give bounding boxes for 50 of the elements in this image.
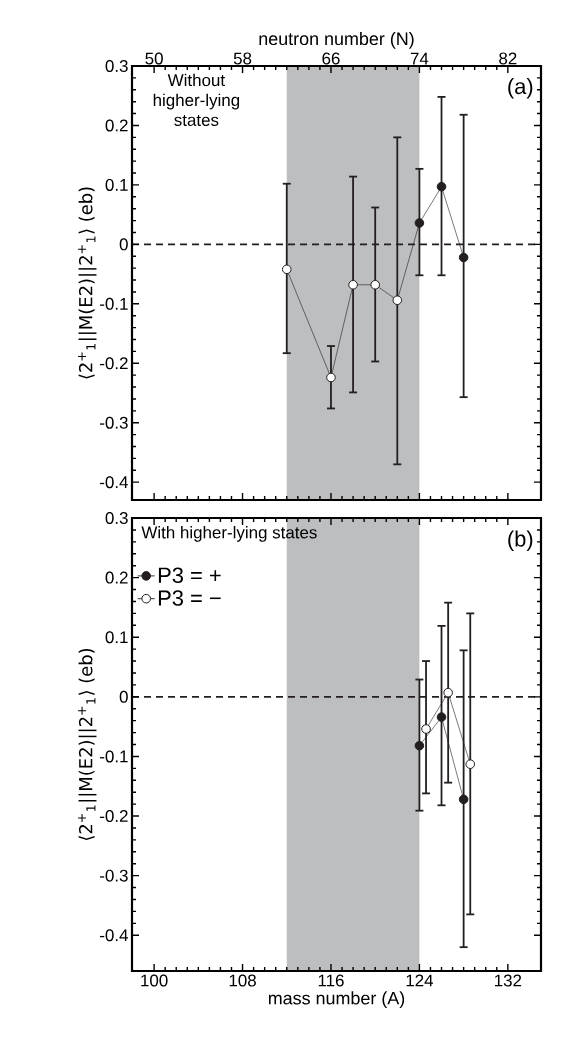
point bbox=[436, 712, 447, 722]
annotation: With higher-lying states bbox=[141, 526, 317, 542]
x-tick-label: 124 bbox=[406, 974, 434, 987]
y-axis-title: ⟨2$^{+}$$_{1}$||M(E2)||2$^{+}$$_{1}$⟩ (eb) bbox=[78, 187, 97, 379]
y-tick-label: -0.3 bbox=[100, 869, 128, 882]
x2-axis-title: neutron number (N) bbox=[259, 31, 414, 49]
x-axis-title: mass number (A) bbox=[268, 991, 405, 1009]
y-tick-label: -0.3 bbox=[100, 416, 128, 429]
point bbox=[326, 372, 336, 383]
annotation: Without higher-lying states bbox=[153, 73, 240, 127]
y-tick-label: 0.1 bbox=[105, 178, 128, 191]
y-tick-label: -0.2 bbox=[100, 810, 128, 823]
annotation: (a) bbox=[508, 78, 533, 99]
point bbox=[392, 295, 403, 306]
point bbox=[414, 218, 425, 228]
point bbox=[414, 740, 425, 751]
y-axis-title: ⟨2$^{+}$$_{1}$||M(E2)||2$^{+}$$_{1}$⟩ (eb) bbox=[78, 648, 97, 841]
point bbox=[421, 724, 431, 734]
point bbox=[458, 794, 469, 805]
legend-label: P3 = − bbox=[158, 590, 221, 606]
point bbox=[436, 181, 447, 192]
y-tick-label: -0.4 bbox=[100, 476, 128, 489]
y-tick-label: 0.1 bbox=[105, 631, 128, 644]
point bbox=[281, 264, 292, 275]
x-tick-label: 100 bbox=[141, 974, 168, 987]
legend-label: P3 = + bbox=[158, 567, 221, 584]
point bbox=[348, 279, 358, 290]
point bbox=[370, 279, 380, 290]
y-tick-label: 0.3 bbox=[105, 60, 128, 73]
point bbox=[443, 687, 453, 698]
x2-tick-label: 82 bbox=[499, 52, 517, 65]
y-tick-label: -0.1 bbox=[100, 750, 128, 763]
annotation: (b) bbox=[508, 530, 533, 551]
x2-tick-label: 74 bbox=[410, 52, 429, 65]
y-tick-label: -0.1 bbox=[100, 297, 128, 310]
x2-tick-label: 66 bbox=[322, 52, 340, 65]
y-tick-label: 0.2 bbox=[105, 119, 128, 132]
y-tick-label: 0 bbox=[119, 238, 128, 251]
x-tick-label: 132 bbox=[495, 974, 522, 987]
y-tick-label: -0.2 bbox=[100, 357, 128, 370]
y-tick-label: 0.3 bbox=[105, 512, 128, 525]
y-tick-label: -0.4 bbox=[100, 929, 128, 942]
x-tick-label: 108 bbox=[229, 974, 256, 987]
y-tick-label: 0 bbox=[119, 690, 128, 703]
point bbox=[465, 759, 476, 769]
y-tick-label: 0.2 bbox=[105, 571, 128, 584]
point bbox=[458, 252, 469, 263]
x2-tick-label: 58 bbox=[233, 52, 252, 65]
x-tick-label: 116 bbox=[318, 974, 344, 987]
x2-tick-label: 50 bbox=[145, 52, 163, 65]
